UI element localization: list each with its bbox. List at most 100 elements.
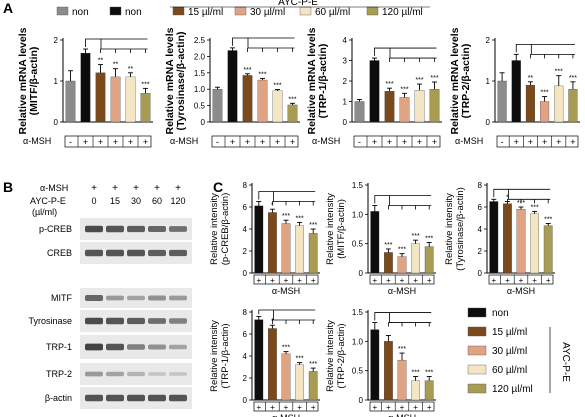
blot-band	[169, 226, 187, 232]
y-tick-label: 0	[243, 269, 248, 278]
significance-label: ***	[273, 83, 281, 90]
bar	[272, 90, 283, 123]
blot-band	[85, 371, 103, 377]
bar	[268, 328, 277, 401]
bar	[429, 89, 440, 123]
msh-label: α-MSH	[388, 413, 416, 417]
bar	[397, 256, 407, 274]
bar	[540, 101, 550, 123]
msh-sign: -	[69, 137, 72, 147]
y-axis-label-2: (MITF/β-actin)	[28, 47, 40, 116]
msh-label: α-MSH	[388, 286, 416, 296]
blot-msh-sign: +	[154, 183, 160, 194]
significance-label: ***	[296, 356, 304, 363]
msh-sign: +	[400, 403, 405, 412]
msh-sign: +	[297, 403, 302, 412]
comparison-bracket	[258, 191, 316, 200]
msh-sign: +	[514, 137, 519, 147]
legend-swatch	[172, 6, 185, 16]
msh-sign: +	[413, 403, 418, 412]
chart-C5: 0 0.5 1.0 1.5 Relative intensity (TRP-2/β-act…	[325, 308, 436, 417]
significance-label: ***	[531, 204, 539, 211]
bar	[384, 252, 393, 274]
blot-band	[127, 317, 145, 325]
comparison-bracket	[374, 195, 432, 204]
chart-A3: 0 1 2 3 4 Relative mRNA levels (TRP-1/β-actin)…	[306, 27, 442, 148]
bar	[227, 50, 238, 123]
msh-sign: -	[501, 137, 504, 147]
comparison-bracket	[232, 37, 295, 46]
comparison-bracket	[258, 309, 316, 315]
y-tick-label: 4	[343, 36, 348, 45]
legend-swatch	[467, 307, 487, 318]
blot-band	[169, 295, 187, 301]
y-tick-label: 1	[54, 77, 59, 86]
msh-sign: +	[290, 137, 295, 147]
blot-band	[148, 226, 166, 232]
legend-swatch	[467, 383, 487, 394]
significance-label: ***	[243, 67, 251, 74]
chart-A4: 0 1 2 Relative mRNA levels (TRP-2/β-actin) **…	[449, 27, 580, 148]
panel-label-b: B	[3, 179, 13, 195]
legend-label: non	[125, 7, 142, 18]
msh-sign: +	[372, 137, 377, 147]
blot-band	[85, 394, 103, 402]
blot-band	[127, 249, 145, 257]
bar	[212, 89, 223, 123]
msh-sign: +	[83, 137, 88, 147]
blot-band	[85, 343, 103, 351]
y-tick-label: 2.5	[194, 36, 206, 45]
y-tick-label: 4	[478, 225, 483, 234]
y-tick-label: 1	[343, 98, 348, 107]
msh-box	[369, 401, 435, 412]
blot-dose: 30	[131, 196, 141, 206]
msh-sign: +	[128, 137, 133, 147]
comparison-bracket	[374, 47, 437, 57]
msh-sign: +	[400, 276, 405, 285]
msh-sign: +	[372, 276, 377, 285]
significance-label: ***	[415, 77, 423, 84]
y-tick-label: 1.0	[352, 337, 364, 346]
y-tick-label: 4	[243, 352, 248, 361]
bar	[511, 60, 521, 123]
y-tick-label: 2	[478, 247, 483, 256]
msh-box	[369, 274, 435, 285]
legend-group-label: AYC-P-E	[278, 0, 318, 8]
msh-sign: -	[358, 137, 361, 147]
chart-C4: 0 2 4 6 8 Relative intensity (TRP-1/β-actin) **…	[209, 308, 320, 417]
legend-label: 15 µl/ml	[188, 7, 223, 18]
y-axis-label: Relative intensity	[325, 320, 336, 392]
bar	[525, 84, 535, 123]
blot-unit-label: (µl/ml)	[32, 207, 57, 217]
blot-row-label: p-CREB	[39, 224, 72, 234]
msh-sign: +	[256, 403, 261, 412]
significance-label: ***	[398, 346, 406, 353]
bar	[369, 60, 380, 123]
blot-msh-label: α-MSH	[40, 183, 68, 193]
chart-C1: 0 2 4 6 8 Relative intensity (p-CREB/β-actin) *…	[209, 181, 320, 296]
y-axis-label-2: (MITF/β-actin)	[336, 199, 347, 259]
bar	[424, 380, 434, 401]
msh-sign: +	[372, 403, 377, 412]
blot-band	[106, 371, 124, 377]
y-tick-label: 0	[478, 269, 483, 278]
significance-label: ***	[569, 75, 577, 82]
y-axis-label: Relative mRNA levels	[306, 27, 318, 134]
comparison-bracket	[85, 38, 148, 48]
bar	[370, 211, 380, 274]
legend-swatch	[467, 364, 487, 375]
msh-sign: +	[532, 276, 537, 285]
blot-ayc-label: AYC-P-E	[30, 196, 66, 206]
y-tick-label: 0	[54, 118, 59, 127]
y-axis-label: Relative intensity	[209, 193, 220, 265]
legend-swatch	[299, 6, 312, 16]
significance-label: ***	[141, 81, 149, 88]
legend-label: 60 µl/ml	[315, 7, 350, 18]
bar	[65, 80, 76, 123]
msh-label: α-MSH	[170, 136, 198, 146]
y-axis-label: Relative mRNA levels	[17, 27, 29, 134]
msh-sign: +	[519, 276, 524, 285]
bar	[399, 97, 410, 123]
y-axis-label-2: (TRP-1/β-actin)	[317, 44, 329, 119]
